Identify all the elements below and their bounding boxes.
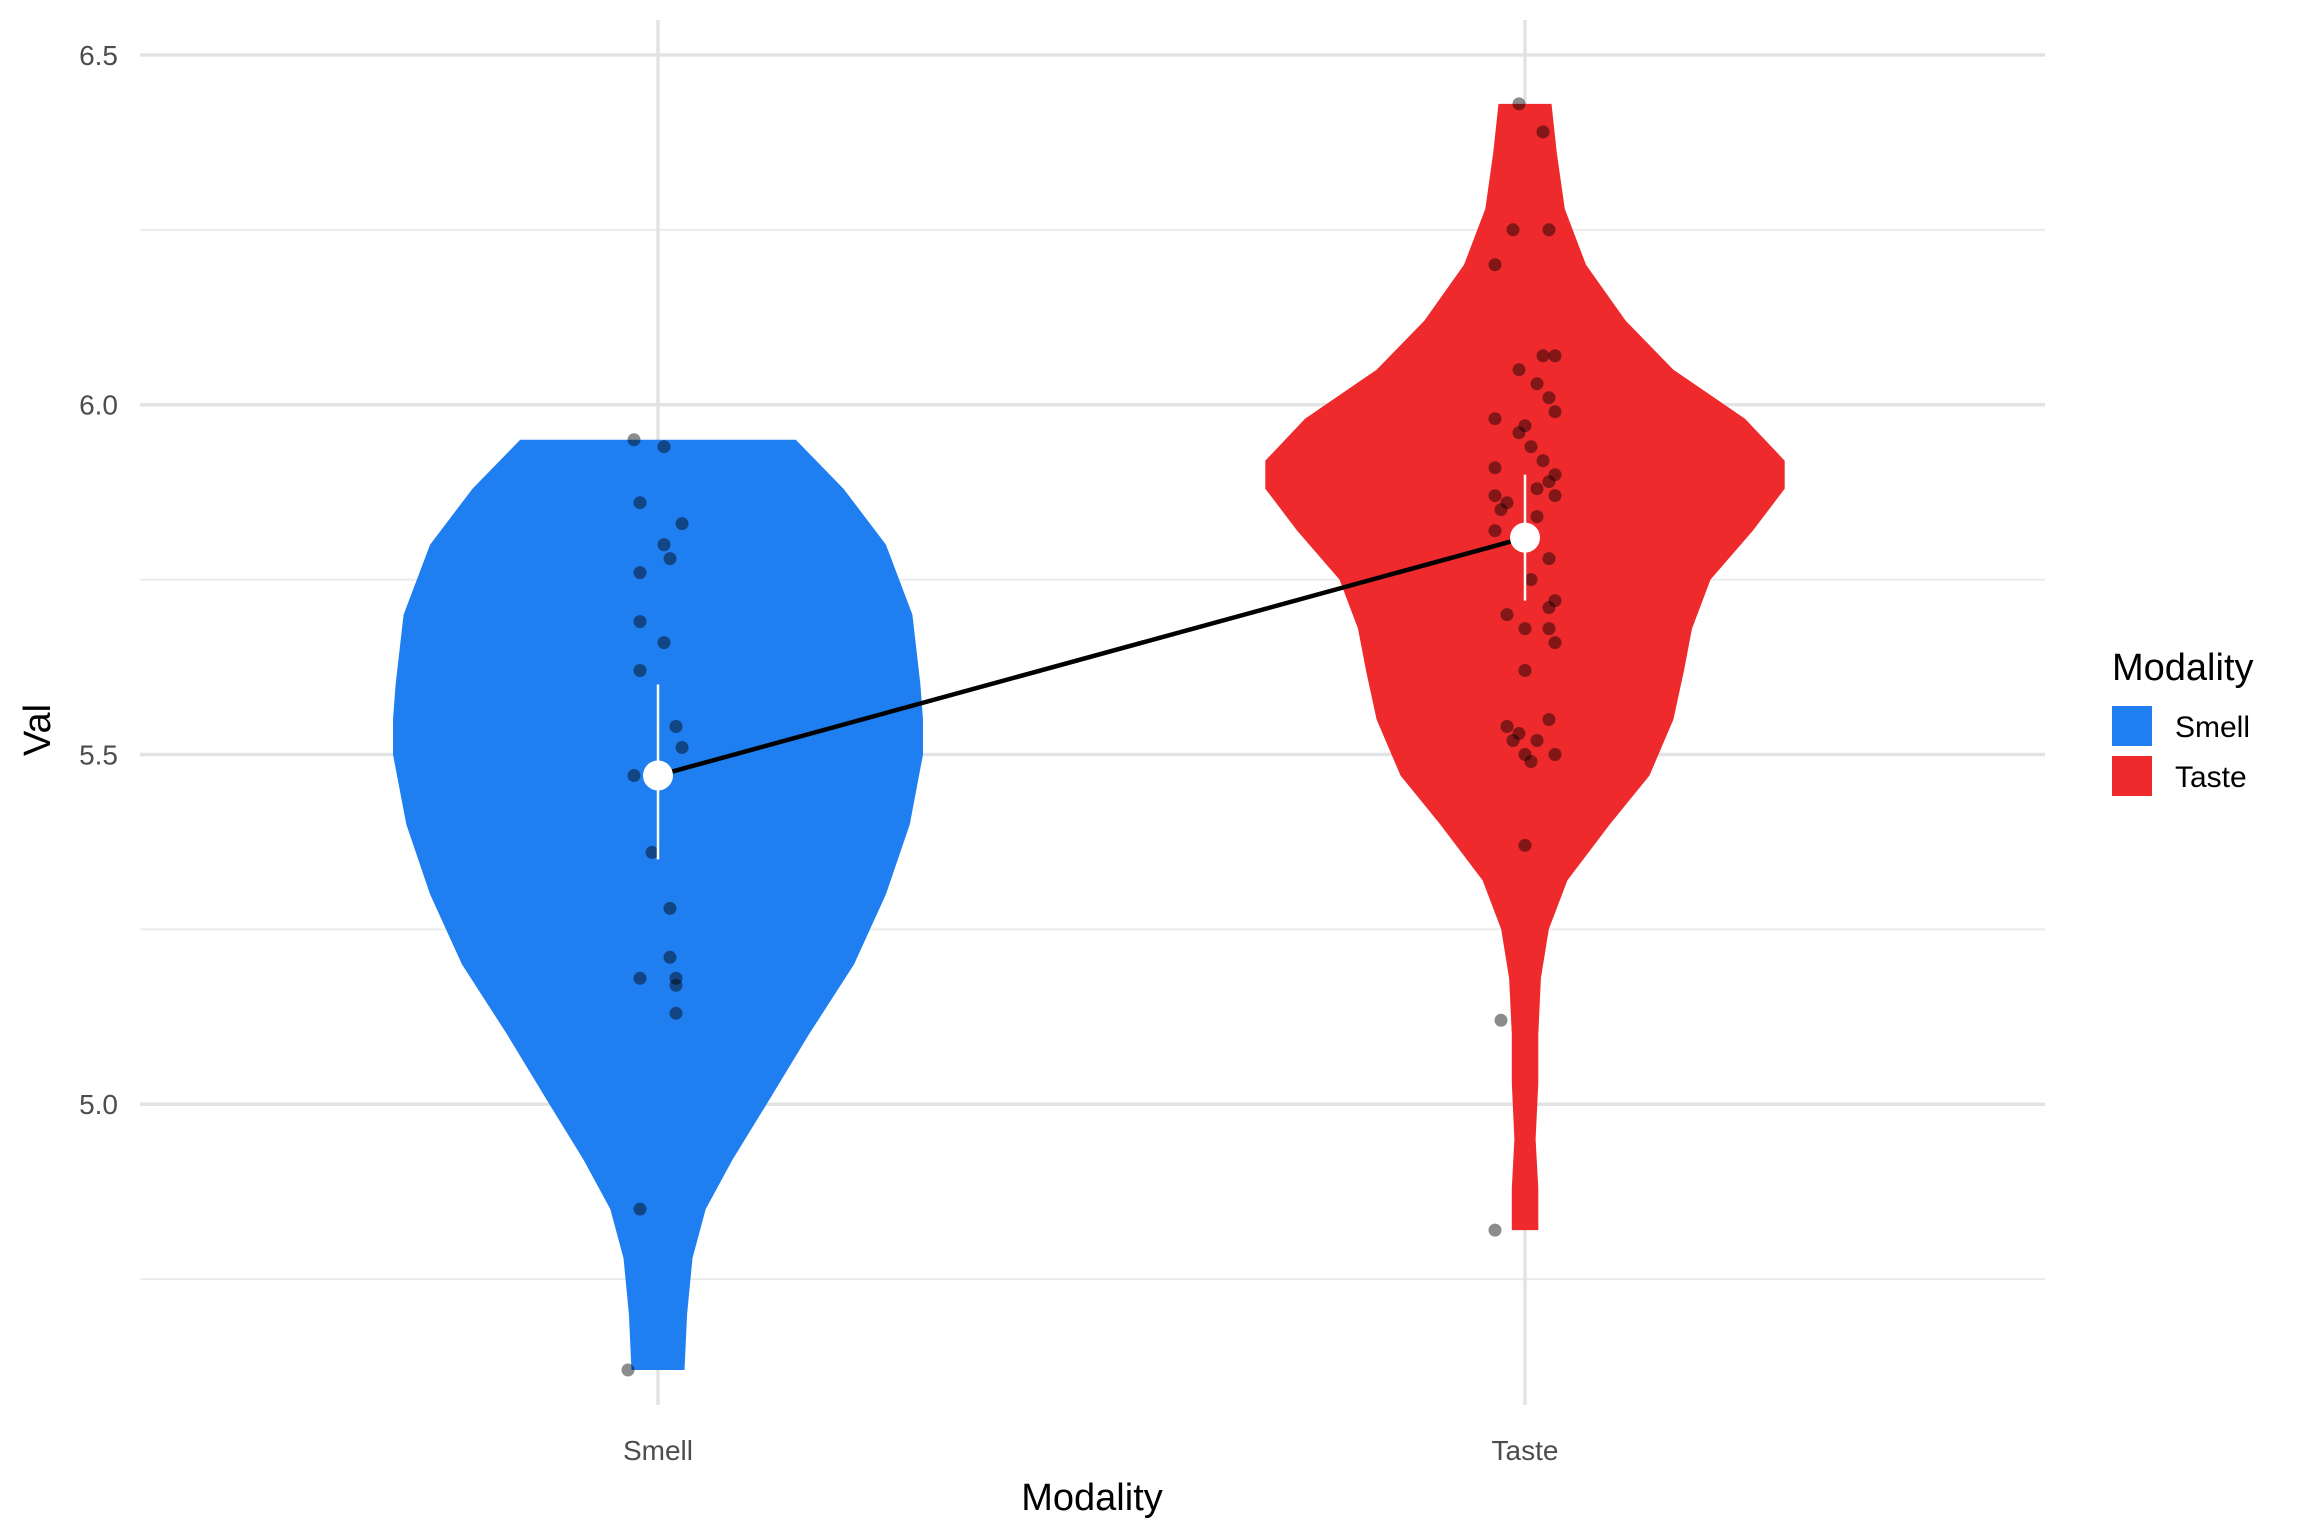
axes: 5.0 5.5 6.0 6.5 Smell Taste <box>79 40 1558 1466</box>
data-point-smell <box>633 971 647 985</box>
violin-taste <box>1265 103 1785 1231</box>
data-point-smell <box>633 496 647 510</box>
data-point-taste <box>1542 713 1556 726</box>
data-point-taste <box>1530 734 1544 747</box>
data-point-taste <box>1500 608 1514 622</box>
data-point-taste <box>1488 1223 1502 1237</box>
data-point-smell <box>645 845 659 859</box>
data-point-smell <box>675 741 689 754</box>
data-point-smell <box>669 1006 683 1020</box>
data-point-taste <box>1494 1013 1508 1027</box>
data-point-taste <box>1536 125 1550 139</box>
legend-label-taste: Taste <box>2175 761 2247 794</box>
data-point-taste <box>1518 748 1532 761</box>
data-point-smell <box>633 615 647 629</box>
data-point-smell <box>657 636 671 650</box>
data-point-taste <box>1518 664 1532 677</box>
legend-title: Modality <box>2112 647 2254 689</box>
x-tick-label-taste: Taste <box>1492 1435 1559 1466</box>
data-point-taste <box>1542 552 1556 566</box>
data-point-smell <box>669 978 683 992</box>
data-point-taste <box>1488 461 1502 475</box>
data-point-taste <box>1548 468 1562 482</box>
mean-line <box>657 535 1526 778</box>
legend: Modality Smell Taste <box>2112 647 2254 796</box>
data-point-smell <box>657 538 671 552</box>
data-point-smell <box>669 971 683 985</box>
y-tick-label: 5.0 <box>79 1089 118 1120</box>
mean-point-smell <box>643 760 673 791</box>
data-point-smell <box>663 901 677 915</box>
data-point-taste <box>1548 405 1562 419</box>
data-point-taste <box>1542 622 1556 636</box>
data-point-smell <box>663 950 677 964</box>
legend-key-taste <box>2112 756 2152 796</box>
mean-point-taste <box>1510 522 1540 553</box>
data-point-taste <box>1488 258 1502 272</box>
data-point-taste <box>1530 482 1544 496</box>
data-point-taste <box>1530 377 1544 391</box>
y-tick-label: 6.0 <box>79 390 118 421</box>
data-point-taste <box>1524 573 1538 587</box>
data-point-smell <box>657 440 671 454</box>
data-point-taste <box>1536 349 1550 363</box>
violins <box>393 103 1785 1370</box>
data-point-taste <box>1542 601 1556 615</box>
data-point-taste <box>1512 97 1526 111</box>
data-point-taste <box>1518 838 1532 852</box>
data-point-taste <box>1524 440 1538 454</box>
data-point-taste <box>1500 496 1514 510</box>
data-point-taste <box>1524 755 1538 768</box>
data-point-taste <box>1488 524 1502 538</box>
data-point-taste <box>1548 349 1562 363</box>
data-point-taste <box>1542 223 1556 237</box>
data-point-taste <box>1512 363 1526 377</box>
jitter-points <box>621 97 1562 1377</box>
data-point-taste <box>1506 734 1520 747</box>
data-point-taste <box>1548 594 1562 608</box>
y-tick-label: 6.5 <box>79 40 118 71</box>
data-point-taste <box>1494 503 1508 517</box>
data-point-smell <box>663 552 677 566</box>
data-point-taste <box>1542 391 1556 405</box>
violin-smell <box>393 439 923 1370</box>
data-point-taste <box>1518 419 1532 433</box>
y-axis-title: Val <box>17 704 59 756</box>
data-point-smell <box>627 433 641 447</box>
legend-key-smell <box>2112 706 2152 746</box>
data-point-smell <box>633 664 647 677</box>
data-point-smell <box>669 720 683 733</box>
data-point-taste <box>1488 412 1502 426</box>
x-tick-label-smell: Smell <box>623 1435 693 1466</box>
data-point-taste <box>1536 454 1550 468</box>
mean-summaries <box>643 474 1540 860</box>
data-point-smell <box>633 1202 647 1216</box>
data-point-taste <box>1506 223 1520 237</box>
data-point-taste <box>1512 426 1526 440</box>
data-point-smell <box>633 566 647 580</box>
data-point-taste <box>1518 622 1532 636</box>
data-point-taste <box>1512 727 1526 740</box>
data-point-smell <box>621 1363 635 1377</box>
data-point-taste <box>1548 636 1562 650</box>
data-point-taste <box>1548 489 1562 503</box>
data-point-taste <box>1548 748 1562 761</box>
data-point-taste <box>1488 489 1502 503</box>
data-point-taste <box>1542 475 1556 489</box>
data-point-smell <box>627 769 641 782</box>
data-point-taste <box>1500 720 1514 733</box>
y-tick-label: 5.5 <box>79 739 118 770</box>
x-axis-title: Modality <box>1021 1477 1163 1519</box>
mean-connecting-line <box>657 535 1526 778</box>
legend-label-smell: Smell <box>2175 711 2250 744</box>
data-point-taste <box>1530 510 1544 524</box>
data-point-smell <box>675 517 689 531</box>
